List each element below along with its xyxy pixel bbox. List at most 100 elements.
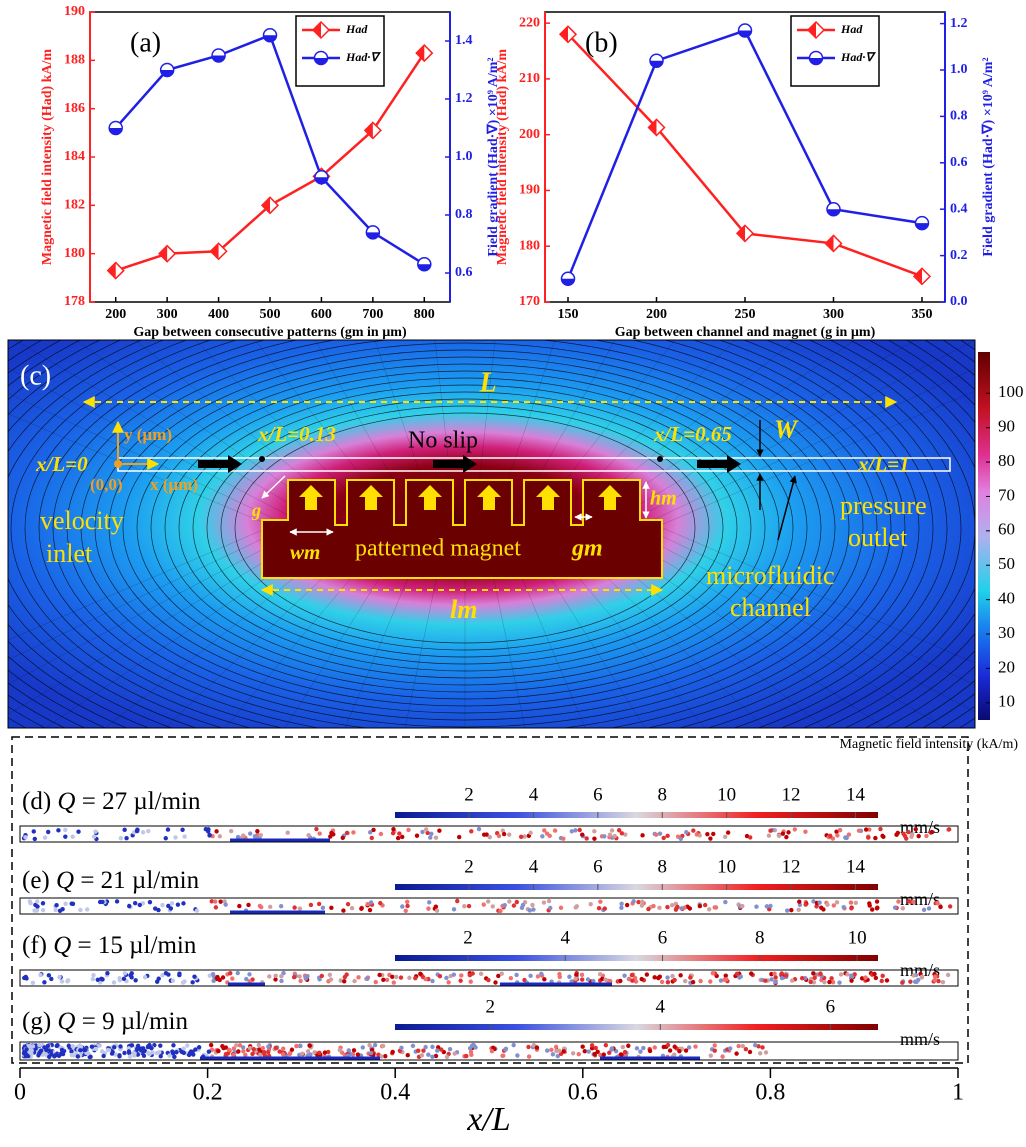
particle <box>435 909 439 913</box>
x-tick-label: 500 <box>260 307 281 322</box>
particle <box>218 978 222 982</box>
particle <box>435 1048 439 1052</box>
velocity-tick-label: 10 <box>848 927 867 948</box>
particle <box>405 904 409 908</box>
particle <box>580 833 584 837</box>
particle <box>452 907 456 911</box>
particle <box>467 904 471 908</box>
legend-label: Had <box>840 22 863 36</box>
y-tick-label: 186 <box>64 101 85 116</box>
particle <box>352 1048 356 1052</box>
annotation: x/L=0 <box>35 452 88 476</box>
particle <box>645 972 649 976</box>
particle <box>479 972 483 976</box>
particle <box>57 1054 61 1058</box>
particle <box>418 972 422 976</box>
particle <box>724 977 728 981</box>
particle <box>41 908 45 912</box>
particle <box>182 834 186 838</box>
particle <box>93 829 97 833</box>
velocity-tick-label: 6 <box>658 927 668 948</box>
particle <box>519 835 523 839</box>
y2-tick-label: 0.8 <box>950 109 968 124</box>
particle <box>112 1045 116 1049</box>
particle <box>901 906 905 910</box>
particle <box>411 1044 415 1048</box>
particle <box>542 900 546 904</box>
x-tick-label: 300 <box>157 307 178 322</box>
particle <box>100 1049 104 1053</box>
particle <box>828 834 832 838</box>
particle <box>711 832 715 836</box>
velocity-tick-label: 6 <box>593 784 603 805</box>
particle <box>803 902 807 906</box>
particle <box>192 974 196 978</box>
particle <box>406 1053 410 1057</box>
flow-symbol: Q <box>56 867 74 894</box>
particle <box>462 904 466 908</box>
particle <box>230 976 234 980</box>
particle <box>259 833 263 837</box>
annotation: channel <box>730 593 811 622</box>
particle <box>342 979 346 983</box>
particle <box>258 1053 262 1057</box>
particle <box>640 977 644 981</box>
x-tick-label: 250 <box>735 307 756 322</box>
particle <box>23 835 27 839</box>
flow-panel-title: (e) Q = 21 µl/min <box>22 867 200 894</box>
particle <box>646 907 650 911</box>
panel-label: (e) <box>22 867 50 894</box>
particle <box>626 1044 630 1048</box>
flow-panel-title: (g) Q = 9 µl/min <box>22 1008 189 1035</box>
particle <box>720 1054 724 1058</box>
channel <box>20 826 958 842</box>
particle <box>698 979 702 983</box>
velocity-tick-label: 8 <box>755 927 765 948</box>
annotation: velocity <box>40 506 124 535</box>
particle <box>844 835 848 839</box>
particle <box>821 907 825 911</box>
particle <box>713 1043 717 1047</box>
circle-marker <box>212 49 225 62</box>
annotation: outlet <box>848 523 908 552</box>
particle <box>592 829 596 833</box>
velocity-colorbar <box>395 884 878 890</box>
velocity-tick-label: 4 <box>560 927 570 948</box>
velocity-tick-label: 4 <box>529 856 539 877</box>
particle <box>236 1049 240 1053</box>
x-tick-label: 700 <box>362 307 383 322</box>
particle <box>341 908 345 912</box>
particle <box>60 979 64 983</box>
flow-panel-title: (d) Q = 27 µl/min <box>22 788 201 815</box>
particle <box>753 1043 757 1047</box>
particle <box>875 899 879 903</box>
particle <box>936 979 940 983</box>
particle <box>413 976 417 980</box>
x-tick-label: 0.8 <box>755 1080 785 1106</box>
velocity-tick-label: 2 <box>464 856 474 877</box>
particle <box>875 906 879 910</box>
point-065 <box>657 456 663 462</box>
particle <box>938 905 942 909</box>
particle <box>793 827 797 831</box>
x-axis-label: Gap between consecutive patterns (gm in … <box>133 325 407 340</box>
particle <box>234 1043 238 1047</box>
particle <box>817 900 821 904</box>
particle <box>430 1055 434 1059</box>
particle <box>868 903 872 907</box>
particle <box>678 973 682 977</box>
x-tick-label: 0 <box>14 1080 26 1106</box>
particle <box>575 904 579 908</box>
particle <box>420 830 424 834</box>
particle <box>237 904 241 908</box>
particle <box>292 905 296 909</box>
particle <box>452 972 456 976</box>
particle <box>741 1044 745 1048</box>
particle <box>373 1043 377 1047</box>
particle <box>948 904 952 908</box>
particle <box>257 1043 261 1047</box>
particle <box>561 836 565 840</box>
particle <box>122 1051 126 1055</box>
particle <box>135 829 139 833</box>
flow-rate: = 27 µl/min <box>82 788 201 815</box>
